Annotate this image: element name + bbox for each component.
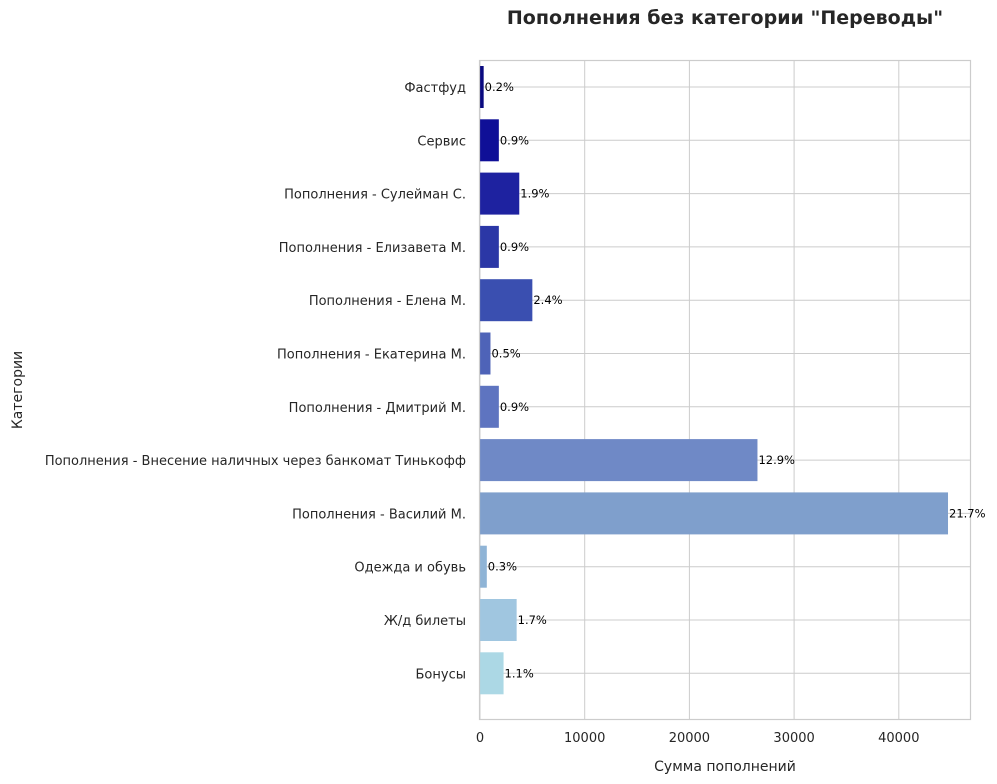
y-tick-label: Пополнения - Внесение наличных через бан… (45, 454, 466, 469)
chart-title: Пополнения без категории "Переводы" (507, 7, 943, 29)
data-labels: 0.2% 0.9% 1.9% 0.9% 2.4% 0.5% 0.9% 12.9% 21.7% 0.… (485, 80, 986, 680)
bar (480, 599, 517, 641)
bar (480, 545, 487, 588)
bar-value-label: 0.9% (500, 133, 529, 147)
bar (480, 279, 533, 322)
bar-value-label: 0.5% (491, 347, 520, 361)
y-tick-label: Пополнения - Сулейман С. (284, 188, 466, 203)
plot-frame (478, 59, 972, 721)
bar-value-label: 21.7% (949, 506, 986, 520)
bar (480, 66, 484, 108)
bar-value-label: 0.3% (488, 560, 517, 574)
bars (480, 66, 949, 695)
y-tick-label: Пополнения - Екатерина М. (277, 348, 466, 363)
x-tick-label: 0 (476, 731, 484, 746)
bar-value-label: 0.9% (500, 400, 529, 414)
bar-value-label: 0.9% (500, 240, 529, 254)
bar (480, 385, 499, 428)
x-tick-label: 30000 (773, 731, 814, 746)
y-tick-label: Бонусы (416, 667, 466, 682)
y-tick-label: Сервис (417, 134, 466, 149)
y-tick-label: Пополнения - Василий М. (292, 507, 466, 522)
y-tick-label: Пополнения - Елена М. (309, 294, 466, 309)
y-tick-label: Одежда и обувь (354, 561, 466, 576)
bar-value-label: 1.1% (505, 666, 534, 680)
bar-value-label: 1.7% (518, 613, 547, 627)
y-tick-label: Пополнения - Елизавета М. (279, 241, 466, 256)
bar (480, 332, 491, 375)
bar-value-label: 12.9% (758, 453, 795, 467)
x-tick-labels: 0 10000 20000 30000 40000 (476, 731, 920, 746)
bar (480, 119, 499, 162)
bar (480, 225, 499, 268)
bar-value-label: 2.4% (533, 293, 562, 307)
bar (480, 492, 949, 535)
bar (480, 439, 758, 482)
x-axis-label: Сумма пополнений (654, 759, 796, 775)
x-tick-label: 20000 (669, 731, 710, 746)
y-tick-label: Ж/д билеты (384, 614, 466, 629)
y-tick-label: Пополнения - Дмитрий М. (289, 401, 466, 416)
bar (480, 172, 520, 215)
y-tick-labels: Фастфуд Сервис Пополнения - Сулейман С. Поп… (45, 81, 466, 682)
x-tick-label: 40000 (878, 731, 919, 746)
y-axis-label: Категории (10, 351, 26, 429)
y-tick-label: Фастфуд (404, 81, 466, 96)
bar-value-label: 1.9% (520, 187, 549, 201)
x-tick-label: 10000 (564, 731, 605, 746)
bar-value-label: 0.2% (485, 80, 514, 94)
bar (480, 652, 504, 695)
grid (479, 60, 970, 719)
